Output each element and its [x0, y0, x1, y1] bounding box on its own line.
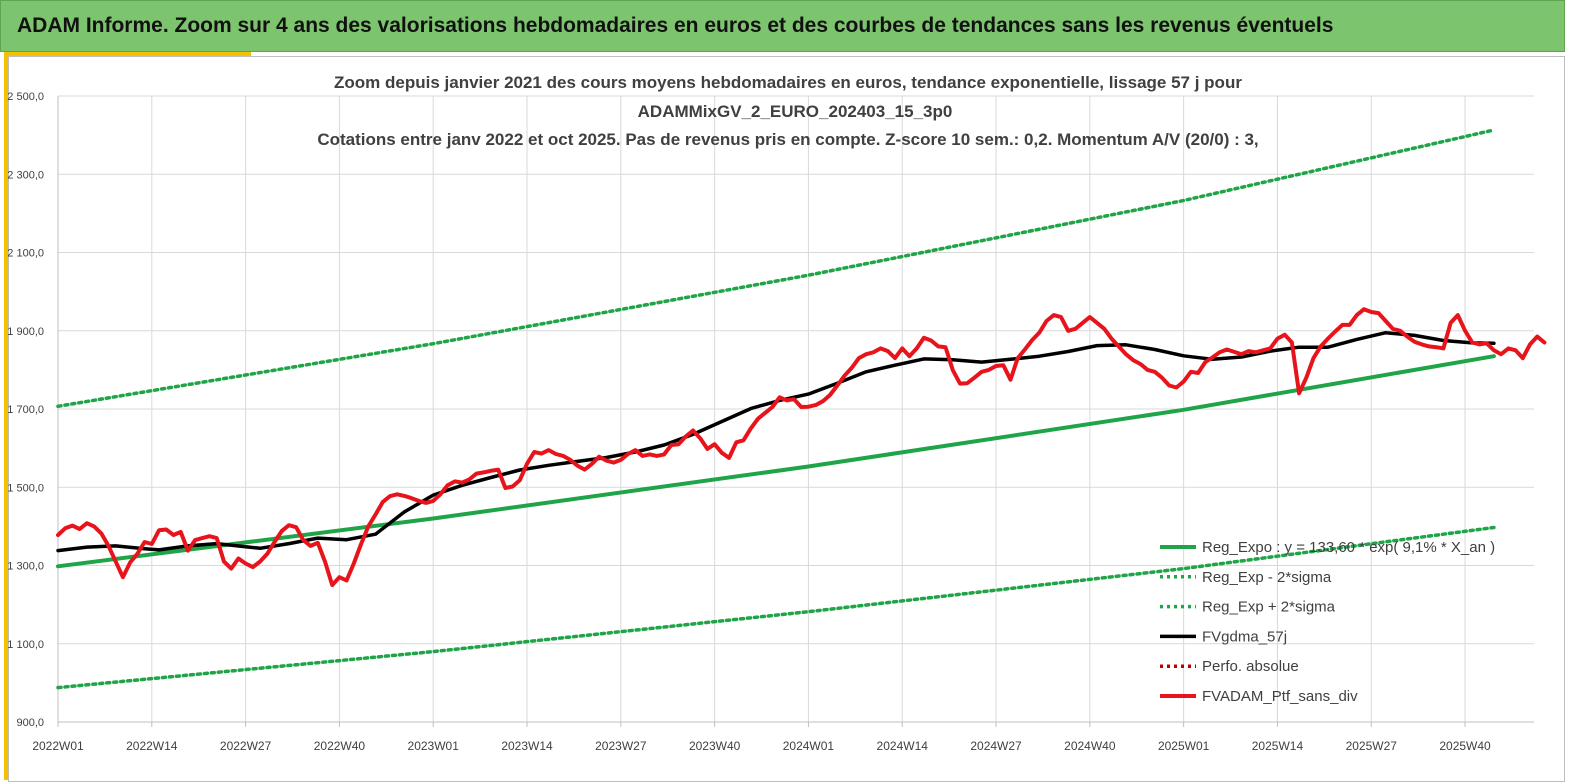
y-tick-label: 1 700,0 — [7, 404, 44, 416]
tick-labels: 900,0 1 100,0 1 300,0 1 500,0 1 700,0 1 900,0… — [7, 91, 1491, 753]
chart-title-line-2: ADAMMixGV_2_EURO_202403_15_3p0 — [638, 102, 953, 121]
x-tick-label: 2022W01 — [32, 739, 84, 753]
chart-title-line-1: Zoom depuis janvier 2021 des cours moyen… — [334, 73, 1242, 92]
legend-label-1: Reg_Exp - 2*sigma — [1202, 569, 1332, 586]
x-tick-label: 2022W14 — [126, 739, 178, 753]
legend-label-2: Reg_Exp + 2*sigma — [1202, 599, 1336, 616]
series — [56, 128, 1547, 690]
y-tick-label: 2 300,0 — [7, 169, 44, 181]
y-tick-label: 1 900,0 — [7, 326, 44, 338]
legend-label-3: FVgdma_57j — [1202, 628, 1287, 645]
y-tick-label: 2 500,0 — [7, 91, 44, 103]
legend-label-4: Perfo. absolue — [1202, 658, 1299, 675]
x-tick-label: 2023W27 — [595, 739, 647, 753]
x-tick-label: 2024W40 — [1064, 739, 1116, 753]
x-tick-label: 2025W14 — [1252, 739, 1304, 753]
x-tick-label: 2022W27 — [220, 739, 272, 753]
x-tick-label: 2023W14 — [501, 739, 553, 753]
y-tick-label: 1 500,0 — [7, 482, 44, 494]
chart-frame — [8, 56, 1565, 782]
accent-bar-top — [4, 52, 251, 56]
y-tick-label: 900,0 — [16, 717, 44, 729]
y-tick-label: 2 100,0 — [7, 248, 44, 260]
legend: Reg_Expo : y = 133,60 * exp( 9,1% * X_an… — [1160, 539, 1495, 705]
series-line-2 — [56, 128, 1496, 409]
x-tick-label: 2023W40 — [689, 739, 741, 753]
series-line-5 — [56, 307, 1547, 588]
series-line-1 — [56, 525, 1496, 690]
chart-title: Zoom depuis janvier 2021 des cours moyen… — [317, 73, 1258, 149]
legend-label-0: Reg_Expo : y = 133,60 * exp( 9,1% * X_an… — [1202, 539, 1495, 556]
header-banner: ADAM Informe. Zoom sur 4 ans des valoris… — [0, 0, 1565, 52]
y-tick-label: 1 300,0 — [7, 561, 44, 573]
x-tick-label: 2023W01 — [408, 739, 460, 753]
series-line-0 — [56, 354, 1496, 569]
x-tick-label: 2025W40 — [1439, 739, 1491, 753]
series-line-3 — [56, 330, 1496, 553]
chart-title-line-3: Cotations entre janv 2022 et oct 2025. P… — [317, 130, 1258, 149]
x-tick-label: 2025W01 — [1158, 739, 1210, 753]
x-tick-label: 2024W14 — [877, 739, 929, 753]
y-tick-label: 1 100,0 — [7, 639, 44, 651]
banner-title: ADAM Informe. Zoom sur 4 ans des valoris… — [17, 14, 1334, 37]
x-tick-label: 2024W27 — [970, 739, 1022, 753]
legend-label-5: FVADAM_Ptf_sans_div — [1202, 688, 1358, 705]
x-tick-label: 2025W27 — [1346, 739, 1398, 753]
gridlines — [57, 95, 1534, 727]
axes — [57, 96, 1534, 723]
accent-bar-left — [4, 52, 8, 780]
x-tick-label: 2022W40 — [314, 739, 366, 753]
x-tick-label: 2024W01 — [783, 739, 835, 753]
